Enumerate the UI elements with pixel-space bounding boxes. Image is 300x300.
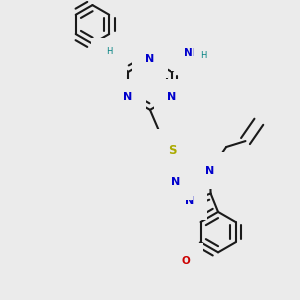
Text: S: S — [168, 143, 176, 157]
Text: NH: NH — [184, 48, 201, 58]
Text: N: N — [105, 51, 114, 61]
Text: N: N — [184, 196, 194, 206]
Text: N: N — [205, 166, 214, 176]
Text: O: O — [181, 256, 190, 266]
Text: H: H — [200, 51, 207, 60]
Text: N: N — [146, 54, 154, 64]
Text: N: N — [171, 177, 180, 187]
Text: H: H — [106, 47, 112, 56]
Text: N: N — [167, 92, 176, 102]
Text: N: N — [124, 92, 133, 102]
